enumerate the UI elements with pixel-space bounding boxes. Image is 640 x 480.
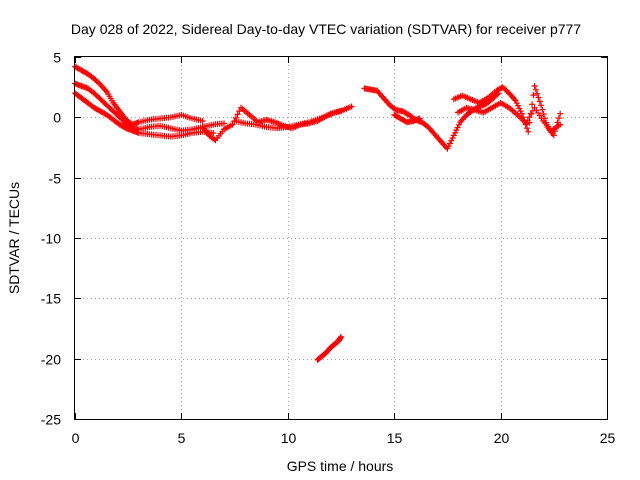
x-tick-label: 20	[494, 430, 510, 446]
y-tick-label: -10	[41, 231, 61, 247]
series-track-e	[231, 108, 344, 132]
data-point	[455, 121, 462, 128]
data-point	[445, 143, 452, 150]
y-axis-label: SDTVAR / TECUs	[6, 182, 22, 294]
y-tick-label: -15	[41, 291, 61, 307]
x-tick-label: 5	[178, 430, 186, 446]
x-tick-label: 15	[387, 430, 403, 446]
x-axis-label: GPS time / hours	[287, 458, 394, 474]
data-point	[416, 115, 423, 122]
data-point	[234, 111, 241, 118]
data-point	[557, 121, 564, 128]
data-point	[454, 124, 461, 131]
series-track-b	[72, 80, 227, 134]
data-point	[538, 102, 544, 109]
data-point	[523, 120, 530, 127]
data-point	[531, 83, 538, 89]
data-point	[211, 136, 218, 143]
data-point	[447, 140, 453, 147]
y-tick-label: 5	[53, 50, 61, 66]
data-point	[529, 101, 536, 108]
series-track-j	[314, 333, 344, 363]
data-point	[221, 120, 227, 127]
data-point	[535, 94, 542, 101]
data-point	[550, 132, 557, 139]
data-point	[512, 97, 519, 104]
data-point	[338, 108, 344, 115]
data-point	[526, 114, 533, 121]
data-point	[348, 103, 355, 110]
data-point	[515, 102, 521, 109]
series-track-f	[361, 85, 502, 152]
y-tick-label: -20	[41, 352, 61, 368]
data-point	[199, 118, 206, 124]
data-point	[210, 130, 217, 136]
data-point	[229, 121, 236, 128]
data-point	[539, 106, 546, 113]
data-point	[555, 115, 562, 122]
data-point	[532, 86, 539, 93]
data-point	[536, 98, 543, 105]
data-point	[236, 108, 243, 115]
y-tick-label: 0	[53, 110, 61, 126]
x-tick-label: 0	[72, 430, 80, 446]
x-tick-labels: 0 5 10 15 20 25	[72, 430, 616, 446]
data-point	[525, 128, 532, 135]
data-point	[516, 105, 523, 112]
y-tick-label: -5	[49, 171, 62, 187]
data-point	[534, 90, 541, 97]
x-tick-label: 25	[600, 430, 616, 446]
data-point	[452, 129, 459, 136]
series-track-g	[391, 111, 423, 126]
x-tick-label: 10	[281, 430, 297, 446]
data-point	[528, 111, 535, 117]
plot-frame	[74, 56, 608, 420]
y-tick-label: -25	[41, 412, 61, 428]
data-point	[518, 110, 525, 117]
data-point	[524, 125, 530, 132]
grid	[75, 57, 607, 419]
series-track-c	[72, 90, 217, 140]
series-track-a	[72, 63, 206, 128]
data-point	[449, 135, 456, 142]
chart-title: Day 028 of 2022, Sidereal Day-to-day VTE…	[71, 21, 581, 37]
data-point	[530, 92, 537, 99]
data-point	[232, 114, 239, 121]
data-point	[524, 117, 531, 124]
series-track-h	[450, 83, 564, 139]
data-point	[557, 110, 564, 117]
series-track-i	[455, 99, 564, 134]
data-point	[338, 333, 344, 340]
data-point	[540, 111, 547, 117]
axis-ticks	[75, 57, 608, 420]
y-tick-labels: 5 0 -5 -10 -15 -20 -25	[41, 50, 61, 428]
data-points	[72, 63, 564, 363]
